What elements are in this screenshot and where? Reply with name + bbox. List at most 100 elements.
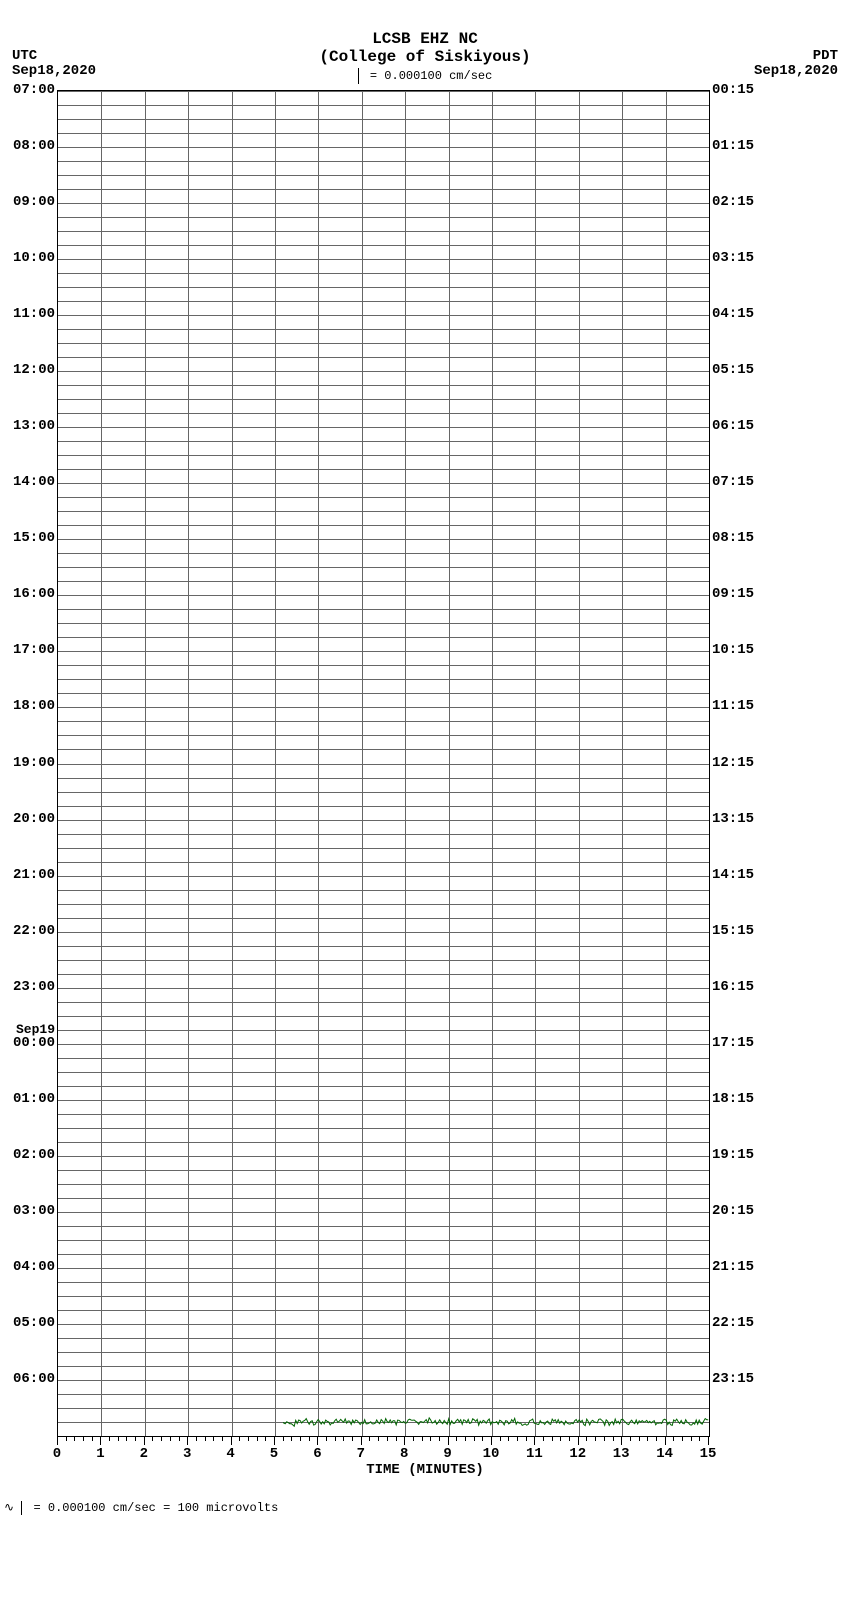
- right-time-label: 23:15: [712, 1371, 754, 1387]
- left-time-label: 11:00: [13, 306, 55, 322]
- xtick-label: 1: [96, 1446, 104, 1462]
- tz-left-label: UTC: [12, 48, 37, 64]
- xtick-major: [361, 1436, 362, 1445]
- xtick-minor: [613, 1436, 614, 1441]
- xtick-minor: [465, 1436, 466, 1441]
- left-time-label: 19:00: [13, 755, 55, 771]
- xtick-minor: [699, 1436, 700, 1441]
- right-time-label: 22:15: [712, 1315, 754, 1331]
- left-time-label: 12:00: [13, 362, 55, 378]
- seismic-trace: [58, 91, 709, 1436]
- xtick-major: [448, 1436, 449, 1445]
- xtick-minor: [161, 1436, 162, 1441]
- xtick-label: 4: [226, 1446, 234, 1462]
- left-time-label: 00:00: [13, 1035, 55, 1051]
- left-time-label: 06:00: [13, 1371, 55, 1387]
- xtick-minor: [604, 1436, 605, 1441]
- xtick-label: 7: [357, 1446, 365, 1462]
- right-time-label: 11:15: [712, 698, 754, 714]
- xtick-minor: [135, 1436, 136, 1441]
- seismogram-plot: [57, 90, 710, 1437]
- left-time-label: 10:00: [13, 250, 55, 266]
- xtick-minor: [422, 1436, 423, 1441]
- xtick-minor: [508, 1436, 509, 1441]
- xtick-major: [404, 1436, 405, 1445]
- xtick-label: 2: [140, 1446, 148, 1462]
- left-time-label: 14:00: [13, 474, 55, 490]
- xtick-minor: [300, 1436, 301, 1441]
- xtick-minor: [248, 1436, 249, 1441]
- xtick-minor: [66, 1436, 67, 1441]
- xtick-minor: [352, 1436, 353, 1441]
- xtick-minor: [283, 1436, 284, 1441]
- xtick-minor: [630, 1436, 631, 1441]
- xtick-minor: [673, 1436, 674, 1441]
- xtick-minor: [369, 1436, 370, 1441]
- right-time-label: 20:15: [712, 1203, 754, 1219]
- xtick-major: [534, 1436, 535, 1445]
- xtick-minor: [526, 1436, 527, 1441]
- xtick-minor: [213, 1436, 214, 1441]
- xtick-major: [578, 1436, 579, 1445]
- footer-prefix: ∿: [4, 1501, 21, 1515]
- right-time-label: 06:15: [712, 418, 754, 434]
- xtick-minor: [396, 1436, 397, 1441]
- right-time-label: 13:15: [712, 811, 754, 827]
- xtick-label: 10: [483, 1446, 500, 1462]
- xtick-label: 6: [313, 1446, 321, 1462]
- right-time-label: 18:15: [712, 1091, 754, 1107]
- right-time-label: 04:15: [712, 306, 754, 322]
- xtick-minor: [378, 1436, 379, 1441]
- xtick-minor: [474, 1436, 475, 1441]
- xtick-label: 5: [270, 1446, 278, 1462]
- xtick-major: [491, 1436, 492, 1445]
- left-time-label: 20:00: [13, 811, 55, 827]
- seismogram-container: LCSB EHZ NC (College of Siskiyous) = 0.0…: [0, 0, 850, 1613]
- station-title: LCSB EHZ NC: [0, 30, 850, 48]
- left-time-label: 07:00: [13, 82, 55, 98]
- xtick-minor: [517, 1436, 518, 1441]
- xtick-label: 8: [400, 1446, 408, 1462]
- xtick-minor: [74, 1436, 75, 1441]
- xtick-minor: [569, 1436, 570, 1441]
- right-time-label: 03:15: [712, 250, 754, 266]
- xtick-major: [231, 1436, 232, 1445]
- xtick-minor: [430, 1436, 431, 1441]
- xtick-label: 15: [700, 1446, 717, 1462]
- left-time-label: 02:00: [13, 1147, 55, 1163]
- scale-bar-icon: [358, 68, 359, 84]
- xtick-minor: [691, 1436, 692, 1441]
- station-subtitle: (College of Siskiyous): [0, 48, 850, 66]
- xtick-label: 9: [443, 1446, 451, 1462]
- xtick-minor: [309, 1436, 310, 1441]
- xtick-major: [621, 1436, 622, 1445]
- xtick-minor: [656, 1436, 657, 1441]
- xtick-minor: [152, 1436, 153, 1441]
- xtick-minor: [343, 1436, 344, 1441]
- xtick-minor: [205, 1436, 206, 1441]
- xtick-minor: [456, 1436, 457, 1441]
- right-time-label: 07:15: [712, 474, 754, 490]
- right-time-label: 00:15: [712, 82, 754, 98]
- left-time-label: 03:00: [13, 1203, 55, 1219]
- xtick-major: [187, 1436, 188, 1445]
- xtick-major: [144, 1436, 145, 1445]
- xtick-minor: [92, 1436, 93, 1441]
- left-time-label: 08:00: [13, 138, 55, 154]
- xtick-minor: [179, 1436, 180, 1441]
- left-time-label: 04:00: [13, 1259, 55, 1275]
- xtick-major: [274, 1436, 275, 1445]
- xtick-minor: [326, 1436, 327, 1441]
- xtick-minor: [257, 1436, 258, 1441]
- xtick-label: 12: [569, 1446, 586, 1462]
- xtick-minor: [239, 1436, 240, 1441]
- left-time-label: 05:00: [13, 1315, 55, 1331]
- right-time-label: 19:15: [712, 1147, 754, 1163]
- xtick-minor: [196, 1436, 197, 1441]
- xtick-minor: [170, 1436, 171, 1441]
- left-time-label: 01:00: [13, 1091, 55, 1107]
- right-time-label: 01:15: [712, 138, 754, 154]
- xtick-minor: [126, 1436, 127, 1441]
- xtick-minor: [222, 1436, 223, 1441]
- right-time-label: 05:15: [712, 362, 754, 378]
